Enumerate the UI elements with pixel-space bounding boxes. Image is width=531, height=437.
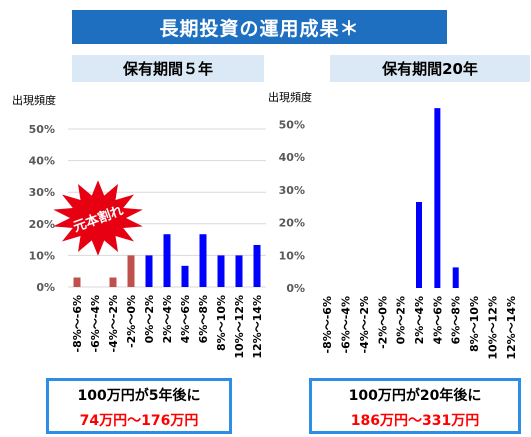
- y-tick-label: 30%: [29, 186, 55, 199]
- x-tick-label: -4%～-2%: [107, 295, 120, 352]
- x-tick-label: 2%～4%: [413, 296, 426, 344]
- bar: [199, 234, 207, 287]
- left-result-range: 74万円～176万円: [79, 413, 199, 429]
- x-tick-label: 0%～2%: [143, 295, 156, 343]
- starburst-shape: [53, 180, 143, 256]
- left-chart-title: 保有期間５年: [72, 55, 264, 82]
- right-result-range: 186万円～331万円: [350, 413, 480, 429]
- x-tick-label: 8%～10%: [468, 296, 481, 352]
- left-result-box: 100万円が5年後に 74万円～176万円: [46, 378, 232, 434]
- right-bar-chart: 0% 10% 20% 30% 40% 50% -8%～-6% -6%～-4% -4%～-2% -2…: [279, 108, 518, 360]
- x-tick-label: 10%～12%: [233, 295, 246, 359]
- bar: [217, 255, 225, 287]
- left-result-summary: 100万円が5年後に: [77, 388, 201, 404]
- bar: [253, 244, 261, 287]
- x-tick-label: -4%～-2%: [358, 296, 371, 353]
- bar: [163, 234, 171, 287]
- x-tick-label: 6%～8%: [450, 296, 463, 344]
- bar: [452, 267, 459, 288]
- bar: [145, 255, 153, 287]
- x-tick-label: -2%～0%: [376, 296, 389, 349]
- x-tick-label: -6%～-4%: [89, 295, 102, 352]
- y-tick-label: 20%: [29, 218, 55, 231]
- x-tick-label: 10%～12%: [486, 296, 499, 360]
- right-result-box: 100万円が20年後に 186万円～331万円: [309, 378, 521, 434]
- page-banner: 長期投資の運用成果＊: [72, 10, 447, 44]
- bar: [434, 108, 441, 289]
- left-y-axis-title: 出現頻度: [12, 93, 56, 107]
- bar: [416, 201, 422, 288]
- x-tick-label: 8%～10%: [215, 295, 228, 351]
- x-tick-label: 4%～6%: [179, 295, 192, 343]
- right-chart-title: 保有期間20年: [330, 55, 530, 82]
- x-tick-label: 12%～14%: [505, 296, 518, 360]
- x-tick-label: 0%～2%: [395, 296, 408, 344]
- x-tick-label: 2%～4%: [161, 295, 174, 343]
- y-tick-label: 40%: [29, 155, 55, 168]
- right-y-axis-title: 出現頻度: [268, 90, 312, 104]
- right-result-summary: 100万円が20年後に: [348, 388, 482, 404]
- bar: [73, 277, 81, 287]
- bar: [109, 277, 117, 287]
- bar: [181, 265, 189, 287]
- x-tick-label: -2%～0%: [125, 295, 138, 348]
- y-tick-label: 0%: [286, 282, 305, 295]
- y-tick-label: 10%: [29, 249, 55, 262]
- x-tick-label: -8%～-6%: [321, 296, 334, 353]
- y-tick-label: 50%: [279, 119, 305, 132]
- x-tick-label: -8%～-6%: [71, 295, 84, 352]
- y-tick-label: 40%: [279, 151, 305, 164]
- left-bar-chart: 0% 10% 20% 30% 40% 50% -8%～-6% -6%～-4% -4%～-2% -2…: [29, 123, 266, 359]
- y-tick-label: 50%: [29, 123, 55, 136]
- bar: [127, 255, 135, 287]
- x-tick-label: 6%～8%: [197, 295, 210, 343]
- y-tick-label: 30%: [279, 184, 305, 197]
- x-tick-label: -6%～-4%: [340, 296, 353, 353]
- bar: [235, 255, 243, 287]
- y-tick-label: 0%: [36, 281, 55, 294]
- x-tick-label: 4%～6%: [431, 296, 444, 344]
- x-tick-label: 12%～14%: [251, 295, 264, 359]
- loss-badge: 元本割れ: [53, 180, 143, 256]
- y-tick-label: 20%: [279, 217, 305, 230]
- y-tick-label: 10%: [279, 249, 305, 262]
